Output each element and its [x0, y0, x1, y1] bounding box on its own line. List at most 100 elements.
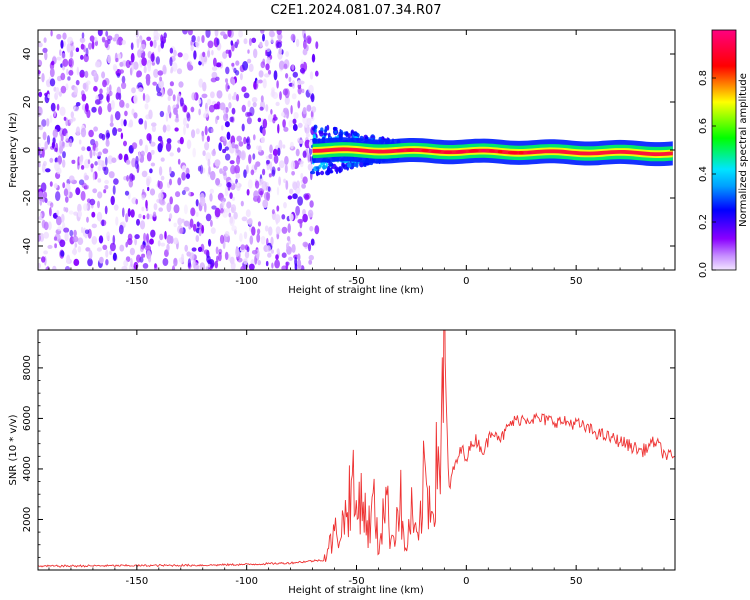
- heatmap-cell: [97, 200, 100, 209]
- heatmap-cell: [304, 194, 310, 201]
- heatmap-cell: [118, 224, 124, 235]
- heatmap-cell: [39, 199, 43, 206]
- heatmap-cell: [264, 39, 269, 47]
- heatmap-cell: [64, 232, 69, 242]
- heatmap-cell: [80, 54, 84, 60]
- heatmap-cell: [196, 221, 200, 227]
- heatmap-cell: [51, 141, 56, 149]
- heatmap-cell: [275, 101, 280, 107]
- heatmap-cell: [140, 150, 145, 157]
- heatmap-cell: [198, 108, 201, 116]
- heatmap-cell: [80, 127, 87, 138]
- heatmap-cell: [159, 76, 163, 82]
- heatmap-cell: [265, 104, 269, 112]
- heatmap-cell: [276, 186, 280, 196]
- heatmap-cell: [308, 259, 313, 265]
- heatmap-x-axis-label: Height of straight line (km): [288, 285, 424, 296]
- heatmap-cell: [39, 153, 43, 158]
- heatmap-cell: [257, 221, 262, 227]
- heatmap-cell: [88, 250, 93, 260]
- heatmap-cell: [49, 207, 52, 217]
- heatmap-cell: [507, 151, 519, 155]
- heatmap-y-tick-label: 40: [22, 48, 33, 61]
- heatmap-cell: [273, 70, 278, 81]
- heatmap-cell: [173, 222, 177, 228]
- heatmap-cell: [81, 32, 85, 39]
- heatmap-cell: [262, 118, 268, 129]
- heatmap-cell: [319, 130, 324, 137]
- heatmap-cell: [243, 231, 248, 240]
- heatmap-cell: [173, 204, 180, 214]
- heatmap-cell: [248, 154, 252, 165]
- heatmap-cell: [214, 260, 219, 269]
- heatmap-cell: [245, 138, 249, 144]
- heatmap-cell: [236, 155, 241, 165]
- heatmap-cell: [186, 123, 190, 129]
- heatmap-cell: [251, 226, 256, 236]
- heatmap-cell: [224, 146, 229, 151]
- heatmap-cell: [268, 226, 273, 236]
- heatmap-cell: [207, 263, 211, 268]
- heatmap-cell: [123, 176, 128, 181]
- heatmap-cell: [62, 151, 66, 159]
- heatmap-cell: [224, 121, 230, 128]
- heatmap-cell: [308, 254, 314, 261]
- heatmap-cell: [270, 109, 273, 115]
- heatmap-cell: [274, 259, 280, 269]
- heatmap-cell: [238, 141, 244, 147]
- heatmap-cell: [247, 217, 253, 226]
- heatmap-cell: [155, 56, 160, 65]
- heatmap-cell: [266, 159, 271, 165]
- heatmap-cell: [260, 95, 264, 103]
- heatmap-cell: [311, 53, 316, 63]
- heatmap-cell: [240, 150, 246, 161]
- heatmap-cell: [145, 245, 152, 252]
- heatmap-cell: [173, 237, 179, 245]
- heatmap-cell: [270, 36, 274, 44]
- heatmap-cell: [299, 67, 306, 74]
- heatmap-cell: [244, 250, 250, 259]
- heatmap-cell: [223, 113, 229, 122]
- heatmap-cell: [86, 216, 89, 223]
- heatmap-cell: [94, 161, 98, 166]
- heatmap-cell: [40, 182, 47, 192]
- heatmap-cell: [112, 37, 117, 42]
- heatmap-cell: [267, 69, 272, 75]
- heatmap-cell: [396, 148, 405, 153]
- heatmap-cell: [236, 94, 239, 102]
- heatmap-cell: [154, 263, 157, 269]
- heatmap-cell: [75, 102, 81, 107]
- heatmap-cell: [252, 153, 256, 160]
- heatmap-cell: [246, 164, 249, 174]
- heatmap-cell: [315, 70, 319, 77]
- heatmap-cell: [312, 127, 316, 131]
- heatmap-cell: [169, 152, 174, 157]
- heatmap-cell: [220, 208, 224, 214]
- heatmap-cell: [186, 251, 191, 257]
- heatmap-cell: [211, 149, 216, 157]
- heatmap-cell: [102, 38, 106, 43]
- heatmap-cell: [159, 233, 164, 241]
- heatmap-cell: [258, 188, 264, 196]
- heatmap-cell: [215, 76, 220, 82]
- heatmap-cell: [300, 63, 305, 70]
- heatmap-cell: [253, 190, 259, 200]
- heatmap-cell: [195, 199, 199, 207]
- heatmap-cell: [284, 88, 290, 99]
- heatmap-cell: [171, 265, 176, 270]
- heatmap-cell: [227, 30, 232, 38]
- heatmap-cell: [66, 254, 71, 264]
- heatmap-cell: [160, 40, 165, 49]
- heatmap-cell: [38, 59, 43, 67]
- heatmap-cell: [265, 261, 269, 267]
- heatmap-cell: [104, 185, 109, 190]
- heatmap-cell: [93, 85, 98, 92]
- heatmap-cell: [133, 61, 139, 70]
- heatmap-cell: [181, 190, 186, 196]
- heatmap-cell: [121, 266, 128, 270]
- heatmap-cell: [178, 81, 184, 88]
- heatmap-y-ticks: -40 -20 0 20 40: [22, 29, 675, 271]
- heatmap-cell: [61, 213, 65, 223]
- heatmap-cell: [197, 246, 203, 252]
- heatmap-cell: [276, 41, 282, 49]
